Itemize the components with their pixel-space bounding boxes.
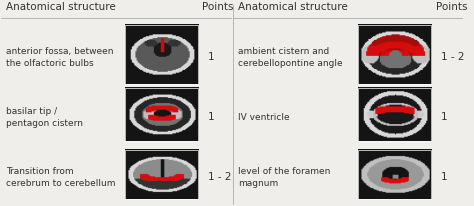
Text: ambient cistern and
cerebellopontine angle: ambient cistern and cerebellopontine ang… — [238, 47, 343, 68]
Text: Anatomical structure: Anatomical structure — [238, 2, 348, 12]
Text: basilar tip /
pentagon cistern: basilar tip / pentagon cistern — [6, 107, 83, 128]
Text: 1: 1 — [441, 172, 447, 182]
Text: Transition from
cerebrum to cerebellum: Transition from cerebrum to cerebellum — [6, 167, 116, 188]
Text: Points: Points — [436, 2, 468, 12]
Text: 1 - 2: 1 - 2 — [441, 52, 465, 62]
Bar — [125, 150, 198, 199]
Text: 1: 1 — [441, 112, 447, 122]
Text: Anatomical structure: Anatomical structure — [6, 2, 116, 12]
Text: Points: Points — [202, 2, 233, 12]
Text: 1: 1 — [208, 52, 214, 62]
Text: anterior fossa, between
the olfactoric bulbs: anterior fossa, between the olfactoric b… — [6, 47, 114, 68]
Text: level of the foramen
magnum: level of the foramen magnum — [238, 167, 331, 188]
Bar — [358, 150, 431, 199]
Text: 1 - 2: 1 - 2 — [208, 172, 231, 182]
Bar — [125, 88, 198, 141]
Text: 1: 1 — [208, 112, 214, 122]
Bar — [358, 25, 431, 84]
Text: IV ventricle: IV ventricle — [238, 113, 290, 122]
Bar — [125, 25, 198, 84]
Bar — [358, 88, 431, 141]
